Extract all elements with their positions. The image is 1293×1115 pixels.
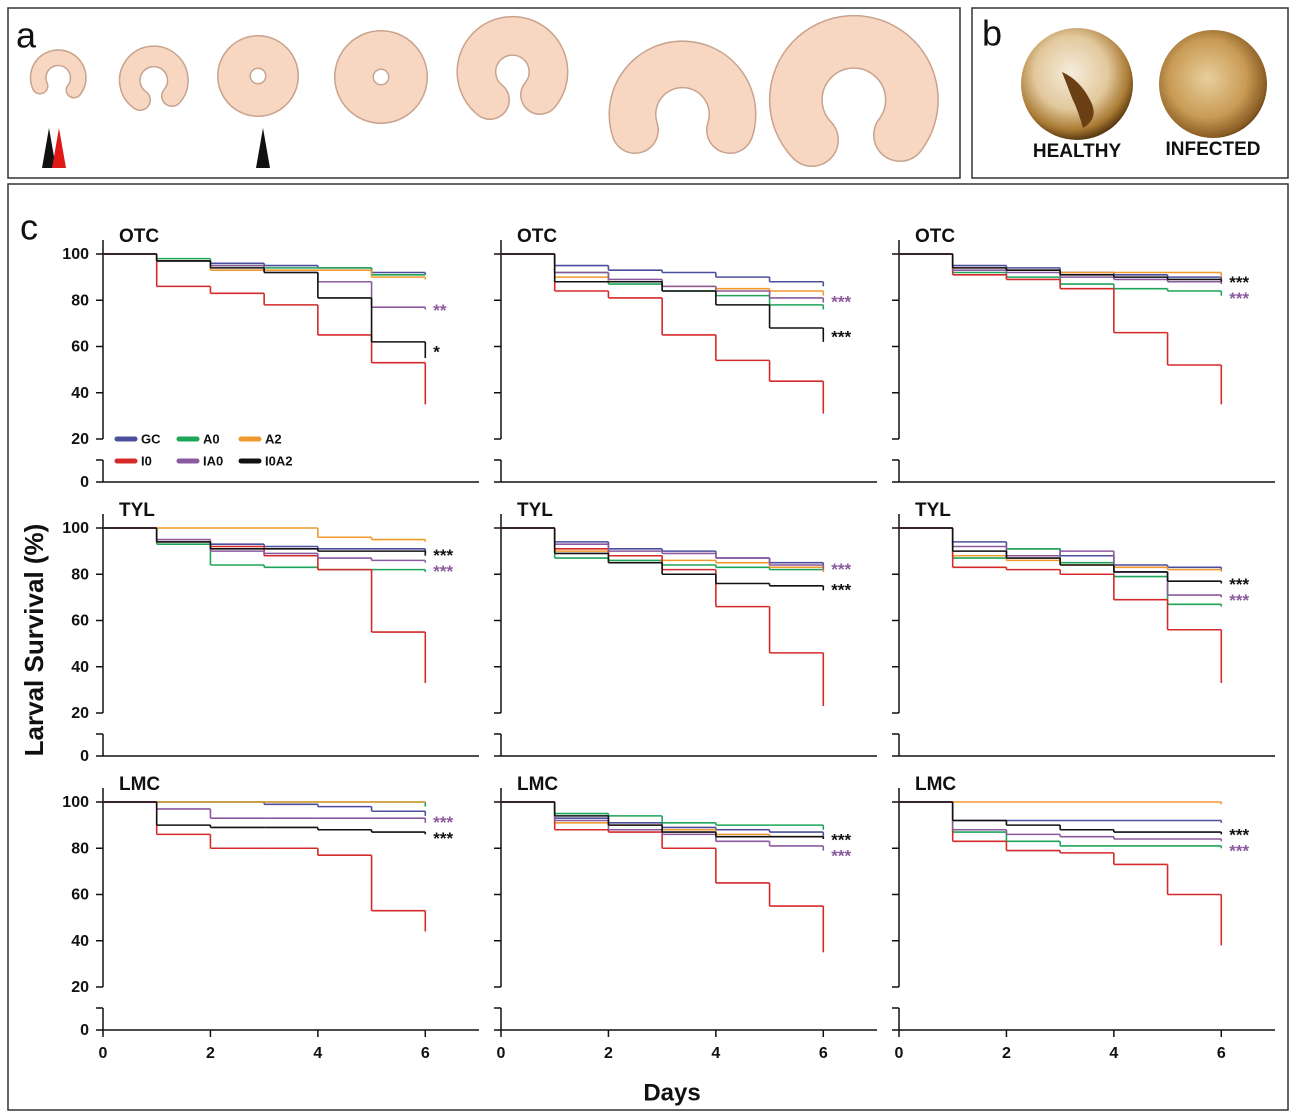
significance-marker: *** <box>831 581 851 600</box>
significance-marker: *** <box>1229 575 1249 594</box>
chart-title: TYL <box>119 500 155 521</box>
larvae <box>29 14 939 167</box>
significance-marker: *** <box>1229 842 1249 861</box>
y-tick-label: 0 <box>80 474 89 491</box>
y-tick-label: 80 <box>71 840 89 857</box>
significance-marker: *** <box>433 562 453 581</box>
legend-label: GC <box>141 431 161 446</box>
x-tick-label: 4 <box>1109 1045 1118 1062</box>
arrowhead <box>256 128 270 168</box>
chart-title: LMC <box>119 774 160 795</box>
panel-label: b <box>982 13 1002 54</box>
panel-b-frame <box>971 7 1289 179</box>
y-tick-label: 100 <box>62 794 89 811</box>
significance-marker: *** <box>831 293 851 312</box>
chart-title: LMC <box>915 774 956 795</box>
significance-marker: * <box>433 342 440 361</box>
y-axis-label: Larval Survival (%) <box>19 524 49 757</box>
panel-label: c <box>20 207 38 248</box>
y-tick-label: 40 <box>71 659 89 676</box>
y-tick-label: 20 <box>71 979 89 996</box>
significance-marker: *** <box>433 829 453 848</box>
y-tick-label: 80 <box>71 292 89 309</box>
x-tick-label: 2 <box>206 1045 215 1062</box>
chart-title: TYL <box>517 500 553 521</box>
x-tick-label: 0 <box>99 1045 108 1062</box>
significance-marker: *** <box>1229 289 1249 308</box>
legend-label: I0 <box>141 453 152 468</box>
legend-label: A2 <box>265 431 282 446</box>
significance-marker: *** <box>433 546 453 565</box>
x-tick-label: 4 <box>711 1045 720 1062</box>
x-tick-label: 2 <box>1002 1045 1011 1062</box>
y-tick-label: 40 <box>71 933 89 950</box>
panel-label: a <box>16 15 37 56</box>
significance-marker: *** <box>831 560 851 579</box>
photo-caption: HEALTHY <box>1033 141 1122 162</box>
chart-title: OTC <box>915 226 955 247</box>
chart-title: TYL <box>915 500 951 521</box>
photo-caption: INFECTED <box>1166 139 1261 160</box>
significance-marker: *** <box>831 830 851 849</box>
significance-marker: ** <box>433 301 447 320</box>
y-tick-label: 60 <box>71 887 89 904</box>
x-tick-label: 6 <box>819 1045 828 1062</box>
significance-marker: *** <box>831 846 851 865</box>
chart-title: OTC <box>119 226 159 247</box>
x-axis-label: Days <box>643 1079 700 1106</box>
y-tick-label: 60 <box>71 613 89 630</box>
y-tick-label: 40 <box>71 385 89 402</box>
y-tick-label: 0 <box>80 748 89 765</box>
y-tick-label: 20 <box>71 431 89 448</box>
panel-c-frame <box>7 183 1289 1111</box>
y-tick-label: 100 <box>62 520 89 537</box>
chart-title: LMC <box>517 774 558 795</box>
infected-larva-photo <box>1159 30 1267 138</box>
legend-label: A0 <box>203 431 220 446</box>
x-tick-label: 6 <box>1217 1045 1226 1062</box>
panel-a-frame <box>7 7 961 179</box>
significance-marker: *** <box>1229 273 1249 292</box>
significance-marker: *** <box>831 327 851 346</box>
chart-title: OTC <box>517 226 557 247</box>
x-tick-label: 2 <box>604 1045 613 1062</box>
y-tick-label: 0 <box>80 1022 89 1039</box>
x-tick-label: 0 <box>497 1045 506 1062</box>
legend-label: IA0 <box>203 453 223 468</box>
y-tick-label: 80 <box>71 566 89 583</box>
x-tick-label: 0 <box>895 1045 904 1062</box>
y-tick-label: 20 <box>71 705 89 722</box>
significance-marker: *** <box>1229 591 1249 610</box>
y-tick-label: 60 <box>71 339 89 356</box>
significance-marker: *** <box>1229 826 1249 845</box>
y-tick-label: 100 <box>62 246 89 263</box>
arrowhead <box>52 128 66 168</box>
larva-in-cell <box>1062 72 1094 128</box>
legend-label: I0A2 <box>265 453 292 468</box>
significance-marker: *** <box>433 813 453 832</box>
arrowhead <box>42 128 56 168</box>
x-tick-label: 6 <box>421 1045 430 1062</box>
x-tick-label: 4 <box>313 1045 322 1062</box>
